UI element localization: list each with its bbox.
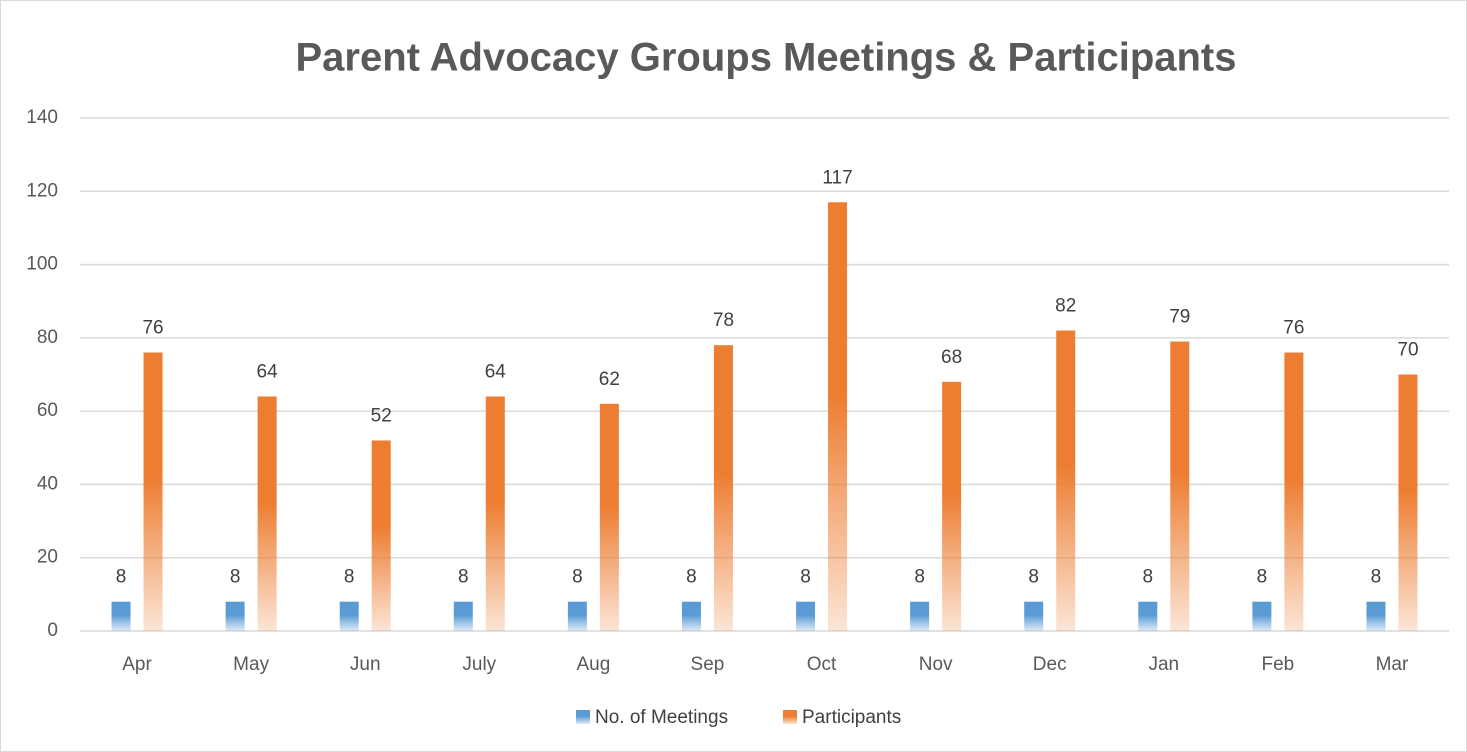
- bar: [371, 440, 391, 631]
- x-tick-label: Nov: [919, 654, 953, 675]
- bar: [1252, 601, 1272, 631]
- y-tick-label: 0: [47, 620, 58, 641]
- bar: [485, 396, 505, 631]
- bar: [910, 601, 930, 631]
- data-label: 70: [1397, 340, 1418, 361]
- data-label: 8: [1143, 567, 1154, 588]
- bar: [225, 601, 245, 631]
- data-label: 8: [1028, 567, 1039, 588]
- data-label: 8: [344, 567, 355, 588]
- x-tick-label: Apr: [122, 654, 152, 675]
- data-label: 8: [1257, 567, 1268, 588]
- bar: [111, 601, 131, 631]
- y-tick-label: 60: [37, 400, 58, 421]
- x-tick-label: Feb: [1262, 654, 1295, 675]
- data-label: 79: [1169, 307, 1190, 328]
- data-label: 78: [713, 310, 734, 331]
- bar: [143, 352, 163, 631]
- bar: [453, 601, 473, 631]
- data-label: 62: [599, 369, 620, 390]
- y-tick-label: 80: [37, 327, 58, 348]
- y-tick-label: 140: [26, 107, 58, 128]
- x-tick-label: Sep: [691, 654, 725, 675]
- x-tick-label: Jan: [1148, 654, 1179, 675]
- bar: [1024, 601, 1044, 631]
- data-label: 8: [1371, 567, 1382, 588]
- data-label: 76: [142, 318, 163, 339]
- data-label: 8: [800, 567, 811, 588]
- x-tick-label: May: [233, 654, 269, 675]
- bar: [1398, 374, 1418, 631]
- x-tick-label: Aug: [576, 654, 610, 675]
- data-label: 68: [941, 347, 962, 368]
- data-label: 64: [485, 362, 507, 383]
- data-label: 76: [1283, 318, 1304, 339]
- x-tick-label: July: [462, 654, 496, 675]
- data-label: 8: [686, 567, 697, 588]
- y-tick-label: 20: [37, 547, 58, 568]
- bar: [339, 601, 359, 631]
- legend-label: No. of Meetings: [595, 707, 728, 728]
- bar: [1284, 352, 1304, 631]
- x-tick-label: Mar: [1376, 654, 1409, 675]
- y-tick-label: 40: [37, 473, 58, 494]
- x-tick-label: Oct: [807, 654, 837, 675]
- bar: [1138, 601, 1158, 631]
- chart-title: Parent Advocacy Groups Meetings & Partic…: [296, 36, 1237, 80]
- bar: [1056, 330, 1076, 631]
- legend-swatch: [783, 710, 797, 724]
- bar: [257, 396, 277, 631]
- data-label: 8: [458, 567, 469, 588]
- data-label: 8: [116, 567, 127, 588]
- data-label: 8: [914, 567, 925, 588]
- bar: [567, 601, 587, 631]
- legend-label: Participants: [802, 707, 901, 728]
- y-tick-label: 100: [26, 254, 58, 275]
- bar: [599, 403, 619, 631]
- data-label: 8: [230, 567, 241, 588]
- bar: [681, 601, 701, 631]
- data-label: 52: [371, 405, 392, 426]
- bar: [942, 381, 962, 631]
- bar: [713, 345, 733, 631]
- x-tick-label: Jun: [350, 654, 381, 675]
- data-label: 64: [257, 362, 279, 383]
- bar: [828, 202, 848, 631]
- y-tick-label: 120: [26, 180, 58, 201]
- data-label: 82: [1055, 296, 1076, 317]
- bar: [1170, 341, 1190, 631]
- bar: [796, 601, 816, 631]
- data-label: 8: [572, 567, 583, 588]
- x-tick-label: Dec: [1033, 654, 1067, 675]
- legend-swatch: [576, 710, 590, 724]
- data-label: 117: [822, 167, 852, 188]
- bar: [1366, 601, 1386, 631]
